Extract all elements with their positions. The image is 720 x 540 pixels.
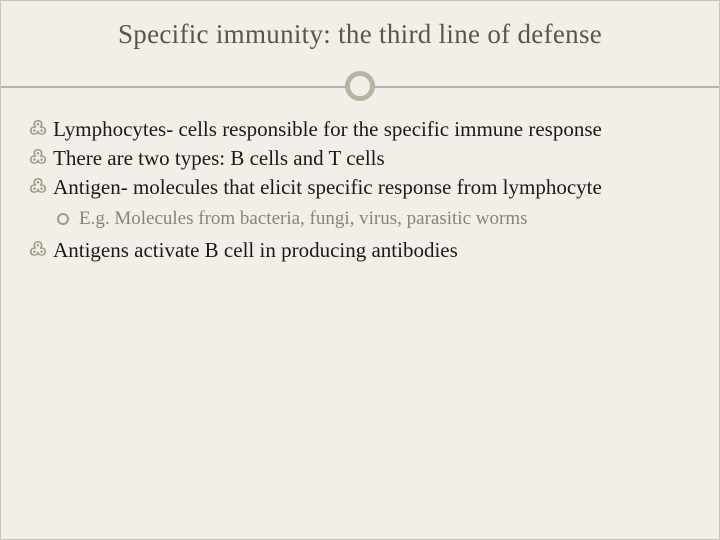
title-divider <box>1 68 719 104</box>
bullet-item: ߷ Lymphocytes- cells responsible for the… <box>29 116 691 143</box>
slide-title: Specific immunity: the third line of def… <box>1 19 719 68</box>
slide: Specific immunity: the third line of def… <box>0 0 720 540</box>
sub-bullet-marker-icon <box>57 213 69 225</box>
bullet-text: Lymphocytes- cells responsible for the s… <box>53 116 691 143</box>
bullet-marker-icon: ߷ <box>29 174 47 200</box>
bullet-item: ߷ There are two types: B cells and T cel… <box>29 145 691 172</box>
bullet-text: Antigens activate B cell in producing an… <box>53 237 691 264</box>
bullet-marker-icon: ߷ <box>29 145 47 171</box>
bullet-marker-icon: ߷ <box>29 116 47 142</box>
sub-bullet-item: E.g. Molecules from bacteria, fungi, vir… <box>57 207 691 232</box>
sub-bullet-text: E.g. Molecules from bacteria, fungi, vir… <box>79 207 691 232</box>
bullet-item: ߷ Antigen- molecules that elicit specifi… <box>29 174 691 201</box>
bullet-marker-icon: ߷ <box>29 237 47 263</box>
bullet-text: Antigen- molecules that elicit specific … <box>53 174 691 201</box>
bullet-text: There are two types: B cells and T cells <box>53 145 691 172</box>
bullet-item: ߷ Antigens activate B cell in producing … <box>29 237 691 264</box>
slide-content: ߷ Lymphocytes- cells responsible for the… <box>1 116 719 264</box>
divider-circle-icon <box>345 71 375 101</box>
